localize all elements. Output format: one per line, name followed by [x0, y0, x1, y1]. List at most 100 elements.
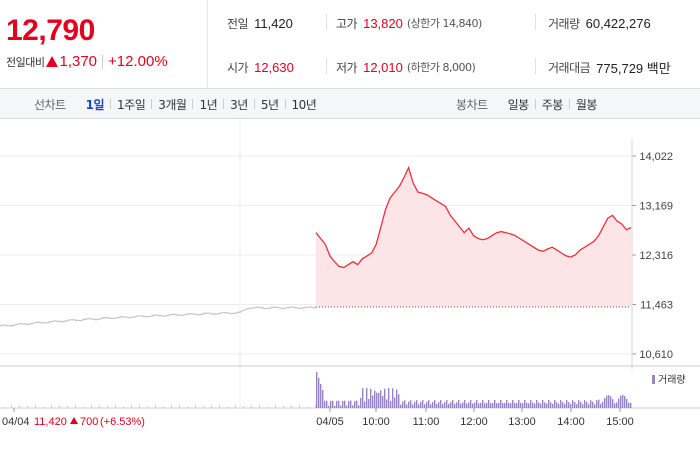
volume-bar [456, 402, 458, 408]
volume-bar [352, 405, 354, 408]
volume-bar [362, 388, 364, 408]
tab-1w[interactable]: 1주일 [117, 97, 146, 112]
volume-bar [612, 399, 614, 408]
volume-bar [614, 403, 616, 408]
volume-bar [440, 400, 442, 408]
volume-bar [320, 384, 322, 408]
volume-bar [452, 400, 454, 408]
volume-bar [572, 400, 574, 408]
price-chart[interactable]: 14,022 13,169 12,316 11,463 10,610 거래량 04/05 10… [0, 119, 700, 450]
line-chart-tabs: 선차트 1일 1주일 3개월 1년 3년 5년 10년 [34, 89, 322, 119]
stat-label: 전일 [227, 16, 249, 31]
volume-bar [131, 405, 132, 408]
volume-bar [35, 405, 36, 408]
volume-bar [414, 401, 416, 408]
volume-bar [586, 401, 588, 408]
volume-bar [434, 400, 436, 408]
volume-bar [582, 404, 584, 408]
volume-bar [564, 403, 566, 408]
volume-bar [378, 392, 380, 408]
volume-bar [340, 405, 342, 408]
tab-divider [534, 99, 536, 109]
volume-bar [618, 398, 620, 408]
volume-bar [418, 404, 420, 408]
volume-bar [316, 372, 318, 408]
volume-bar [540, 403, 542, 408]
volume-legend-swatch [652, 375, 655, 384]
price-chart-svg: 14,022 13,169 12,316 11,463 10,610 거래량 04/05 10… [0, 119, 700, 428]
x-tick-label: 15:00 [606, 416, 634, 428]
volume-bar [518, 400, 520, 408]
tab-1y[interactable]: 1년 [199, 97, 218, 112]
tab-5y[interactable]: 5년 [260, 97, 279, 112]
stat-value: 13,820 [363, 15, 403, 31]
volume-bar [283, 405, 284, 408]
stat-label: 거래대금 [548, 60, 591, 75]
volume-bar [506, 400, 508, 408]
volume-bar [338, 400, 340, 408]
volume-bar [406, 404, 408, 408]
volume-bar [267, 406, 268, 408]
tab-3y[interactable]: 3년 [230, 97, 248, 112]
volume-bar [484, 403, 486, 408]
volume-bar [348, 401, 350, 408]
tab-3m[interactable]: 3개월 [158, 97, 187, 112]
stat-value: 775,729 백만 [596, 60, 671, 76]
volume-bar [372, 395, 374, 408]
volume-bar [504, 403, 506, 408]
volume-bar [315, 405, 316, 408]
volume-bar [604, 398, 606, 408]
volume-bar [91, 405, 92, 408]
x-tick-label: 14:00 [557, 416, 585, 428]
stat-label: 거래량 [548, 16, 580, 31]
volume-bar [546, 403, 548, 408]
volume-bar [344, 400, 346, 408]
volume-bar [466, 403, 468, 408]
volume-bar [454, 403, 456, 408]
stat-open: 시가 12,630 [227, 57, 294, 77]
volume-bar [490, 403, 492, 408]
volume-bar [478, 403, 480, 408]
volume-bar [594, 404, 596, 408]
tab-monthly-candle[interactable]: 월봉 [575, 97, 598, 112]
volume-bar [438, 402, 440, 408]
volume-bar [576, 404, 578, 408]
tab-10y[interactable]: 10년 [291, 97, 317, 112]
volume-bar [358, 405, 360, 408]
volume-bar [566, 400, 568, 408]
y-tick-label: 10,610 [639, 349, 673, 361]
volume-bar [43, 406, 44, 408]
volume-bar [472, 403, 474, 408]
volume-bar [598, 399, 600, 408]
volume-bar [211, 405, 212, 408]
y-tick-label: 14,022 [639, 151, 673, 163]
volume-bar [384, 388, 386, 408]
volume-bar [580, 401, 582, 408]
volume-bar [590, 400, 592, 408]
volume-bar [524, 400, 526, 408]
volume-bar [332, 400, 334, 408]
volume-bar [291, 405, 292, 408]
volume-bar [562, 402, 564, 408]
tab-daily-candle[interactable]: 일봉 [507, 97, 530, 112]
volume-bar [398, 394, 400, 408]
volume-bar [402, 401, 404, 408]
volume-bar [606, 395, 608, 408]
x-tick-label: 10:00 [362, 416, 390, 428]
volume-bar [494, 400, 496, 408]
volume-bar [83, 406, 84, 408]
change-value: 1,370 [59, 53, 98, 70]
volume-bar [528, 403, 530, 408]
volume-bar [139, 405, 140, 408]
lower-limit: (하한가 8,000) [406, 61, 476, 74]
column-divider [535, 58, 536, 74]
stat-value: 60,422,276 [585, 15, 651, 31]
volume-bar [328, 405, 330, 408]
volume-bar [532, 402, 534, 408]
volume-bar [147, 406, 148, 408]
volume-bar [364, 401, 366, 408]
tab-1d[interactable]: 1일 [85, 97, 105, 112]
tab-weekly-candle[interactable]: 주봉 [541, 97, 564, 112]
volume-bar [219, 405, 220, 408]
volume-bar [27, 405, 28, 408]
